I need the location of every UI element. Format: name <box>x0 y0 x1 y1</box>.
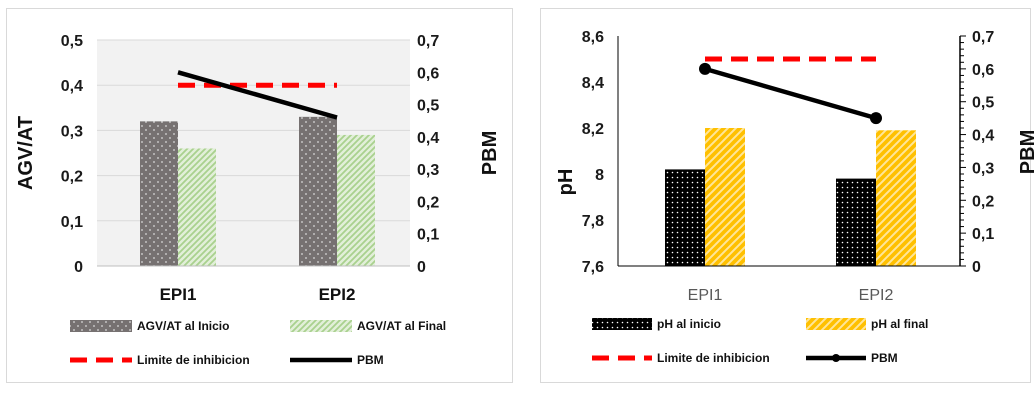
legend-limite-de-inhibicion: Limite de inhibicion <box>70 353 250 367</box>
y2-tick-label: 0,7 <box>972 29 994 46</box>
y2-tick-label: 0,7 <box>417 33 439 50</box>
legend-swatch <box>70 320 132 332</box>
legend-pbm: PBM <box>290 353 384 367</box>
legend-ph-al-final: pH al final <box>806 317 928 331</box>
legend-label: PBM <box>357 353 384 367</box>
line-pbm <box>704 66 877 121</box>
legend-label: AGV/AT al Inicio <box>137 319 229 333</box>
category-label: EPI1 <box>160 285 197 304</box>
y2-axis-title: PBM <box>479 131 501 175</box>
pbm-marker <box>870 112 882 125</box>
y2-tick-label: 0,4 <box>417 130 439 147</box>
category-labels: EPI1 EPI2 <box>688 287 894 304</box>
y2-tick-label: 0,3 <box>972 160 994 177</box>
y-tick-label: 0,5 <box>61 33 83 50</box>
y-tick-label: 0,3 <box>61 123 83 140</box>
legend-agv-at-al-inicio: AGV/AT al Inicio <box>70 319 229 333</box>
bar-ph-al-final-epi2 <box>876 130 916 266</box>
y-tick-label: 8,4 <box>582 75 604 92</box>
y-tick-label: 0 <box>74 259 83 276</box>
legend-label: AGV/AT al Final <box>357 319 446 333</box>
chart-ph: 7,67,888,28,48,6 00,10,20,30,40,50,60,7 … <box>555 29 1036 365</box>
legend-label: Limite de inhibicion <box>657 351 770 365</box>
legend-swatch <box>806 318 866 330</box>
y2-tick-label: 0,2 <box>417 194 439 211</box>
legend: pH al inicio pH al final Limite de inhibic… <box>592 317 928 365</box>
category-label: EPI2 <box>859 287 894 304</box>
legend-ph-al-inicio: pH al inicio <box>592 317 721 331</box>
chart-agv-at: 00,10,20,30,40,5 00,10,20,30,40,50,60,7 … <box>15 33 501 367</box>
bars <box>665 128 916 266</box>
y2-tick-label: 0,6 <box>417 65 439 82</box>
y2-axis-title: PBM <box>1017 130 1036 174</box>
legend-label: pH al inicio <box>657 317 721 331</box>
y-tick-label: 7,8 <box>582 213 604 230</box>
legend: AGV/AT al Inicio AGV/AT al Final Limite de… <box>70 319 446 367</box>
legend-marker <box>832 354 840 362</box>
y2-tick-label: 0,5 <box>972 95 994 112</box>
y-tick-label: 8 <box>595 167 604 184</box>
y2-tick-label: 0,1 <box>417 227 439 244</box>
legend-pbm: PBM <box>806 351 898 365</box>
left-axis-ticks: 7,6 7,8 8 8,2 8,4 8,6 <box>582 29 604 276</box>
lines <box>177 70 338 120</box>
bar-ph-al-inicio-epi2 <box>836 178 876 266</box>
legend-agv-at-al-final: AGV/AT al Final <box>290 319 446 333</box>
legend-limite-de-inhibicion: Limite de inhibicion <box>592 351 770 365</box>
legend-label: pH al final <box>871 317 928 331</box>
y2-tick-label: 0,6 <box>972 62 994 79</box>
legend-label: PBM <box>871 351 898 365</box>
y2-tick-label: 0 <box>972 259 981 276</box>
y-axis-title: AGV/AT <box>15 116 37 190</box>
legend-label: Limite de inhibicion <box>137 353 250 367</box>
y-axis-title: pH <box>555 169 577 196</box>
y-tick-label: 0,2 <box>61 169 83 186</box>
right-axis-ticks: 0 0,1 0,2 0,3 0,4 0,5 0,6 0,7 <box>417 33 439 276</box>
left-axis-ticks: 0 0,1 0,2 0,3 0,4 0,5 <box>61 33 83 276</box>
y-tick-label: 0,4 <box>61 78 83 95</box>
y2-tick-label: 0,1 <box>972 226 994 243</box>
bar-agv-at-al-inicio-epi2 <box>299 116 337 266</box>
bar-ph-al-final-epi1 <box>705 128 745 266</box>
y2-tick-label: 0,4 <box>972 128 994 145</box>
legend-swatch <box>592 318 652 330</box>
legend-swatch <box>290 320 352 332</box>
y-tick-label: 8,6 <box>582 29 604 46</box>
y2-tick-label: 0,5 <box>417 98 439 115</box>
category-labels: EPI1 EPI2 <box>160 285 356 304</box>
bar-agv-at-al-final-epi2 <box>337 134 375 266</box>
right-axis-ticks: 0 0,1 0,2 0,3 0,4 0,5 0,6 0,7 <box>960 29 994 276</box>
y2-tick-label: 0,2 <box>972 193 994 210</box>
lines <box>699 56 882 125</box>
y-tick-label: 0,1 <box>61 214 83 231</box>
y-tick-label: 8,2 <box>582 121 604 138</box>
bar-agv-at-al-final-epi1 <box>178 148 216 266</box>
category-label: EPI2 <box>319 285 356 304</box>
pbm-marker <box>699 62 711 75</box>
bars <box>140 116 375 266</box>
bar-ph-al-inicio-epi1 <box>665 169 705 266</box>
line-pbm <box>177 70 338 120</box>
bar-agv-at-al-inicio-epi1 <box>140 121 178 266</box>
y2-tick-label: 0,3 <box>417 162 439 179</box>
category-label: EPI1 <box>688 287 723 304</box>
y-tick-label: 7,6 <box>582 259 604 276</box>
y2-tick-label: 0 <box>417 259 426 276</box>
